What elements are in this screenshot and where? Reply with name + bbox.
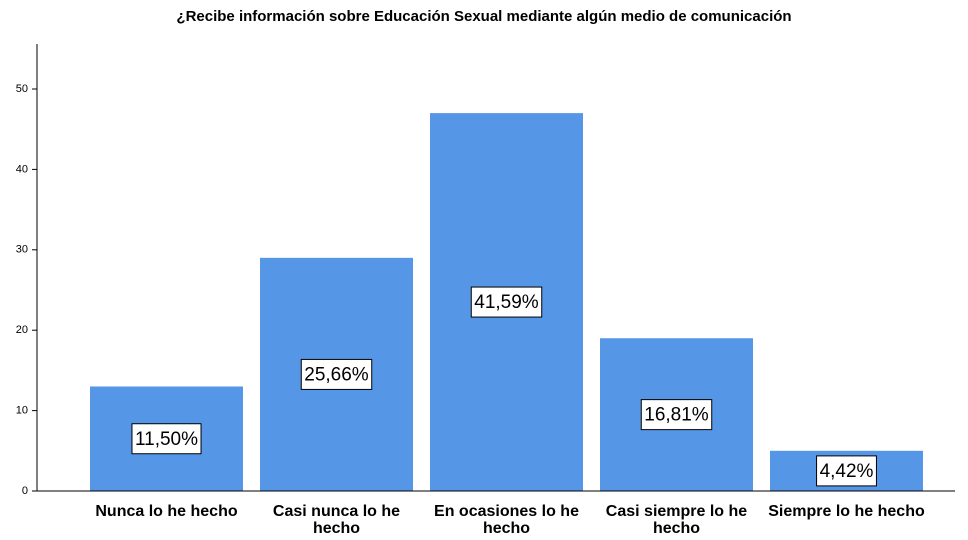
y-tick-label: 30	[16, 244, 28, 256]
y-tick-label: 50	[16, 83, 28, 95]
value-label: 41,59%	[474, 292, 539, 313]
y-tick-label: 20	[16, 324, 28, 336]
value-label: 4,42%	[820, 461, 874, 482]
x-tick-label: En ocasiones lo he hecho	[434, 503, 579, 537]
x-tick-label: Siempre lo he hecho	[768, 503, 925, 520]
y-tick-label: 10	[16, 405, 28, 417]
y-tick-label: 0	[22, 485, 28, 497]
value-label-box	[816, 455, 877, 487]
chart-title: ¿Recibe información sobre Educación Sexu…	[176, 8, 791, 25]
x-tick-label: Nunca lo he hecho	[95, 503, 238, 520]
value-label-box	[640, 399, 713, 431]
value-label: 25,66%	[304, 364, 369, 385]
value-label-box	[300, 358, 373, 390]
value-label-box	[131, 423, 202, 455]
y-tick-label: 40	[16, 163, 28, 175]
value-label: 16,81%	[644, 405, 709, 426]
value-label-box	[470, 286, 543, 318]
value-label: 11,50%	[135, 429, 198, 450]
x-tick-label: Casi nunca lo he hecho	[272, 503, 401, 537]
x-tick-label: Casi siempre lo he hecho	[605, 503, 748, 537]
